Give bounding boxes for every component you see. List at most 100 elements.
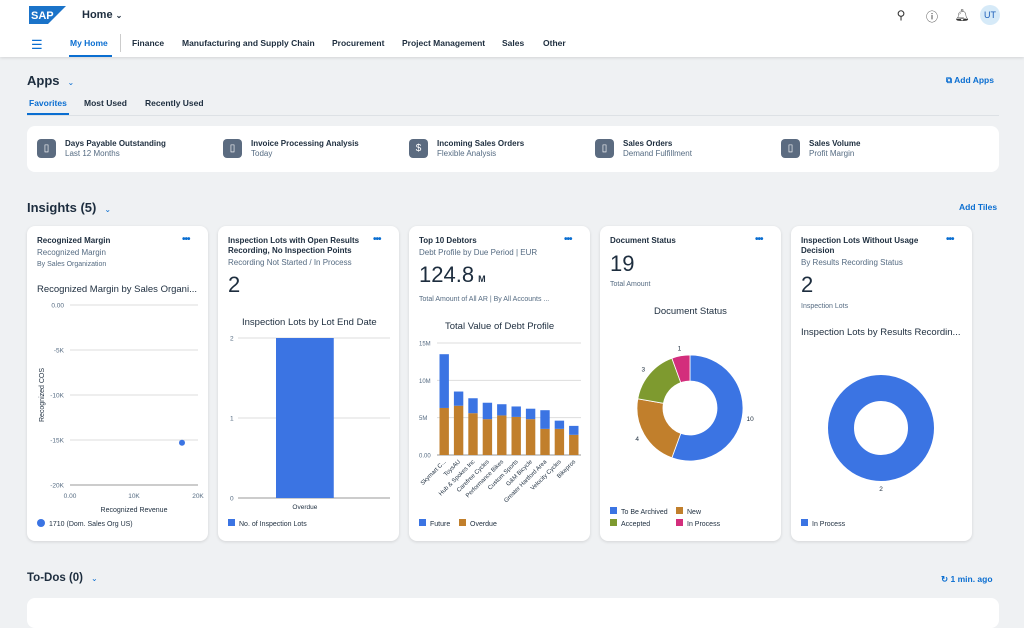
x-axis-label: Recognized Revenue: [101, 507, 168, 514]
card-document-status[interactable]: 10 4 3 1 To Be Archived New Accepted In Process…: [600, 226, 781, 541]
card-title: Inspection Lots Without Usage Decision: [801, 236, 919, 255]
y-tick-label: 0: [230, 496, 234, 503]
bar-future: [468, 398, 478, 414]
tab-active-indicator: [27, 113, 69, 115]
insights-section-title[interactable]: Insights (5) ⌄: [27, 200, 112, 215]
card-inspection-lots-without-usage-decision[interactable]: 2 In Process Inspection Lots Without Usag…: [791, 226, 972, 541]
chevron-down-icon: ⌄: [115, 11, 123, 20]
nav-other[interactable]: Other: [543, 38, 566, 48]
nav-procurement[interactable]: Procurement: [332, 38, 385, 48]
y-tick-label: -10K: [50, 393, 64, 400]
donut-chart: 2 In Process: [801, 375, 934, 528]
nav-manufacturing[interactable]: Manufacturing and Supply Chain: [182, 38, 315, 48]
legend-swatch: [676, 507, 683, 514]
nav-my-home[interactable]: My Home: [70, 38, 108, 48]
card-title: Inspection Lots with Open Results Record…: [228, 236, 360, 255]
avatar[interactable]: UT: [980, 5, 1000, 25]
card-inspection-lots-open[interactable]: 0 1 2 Overdue No. of Inspection Lots Inspect…: [218, 226, 399, 541]
scatter-point: [179, 439, 185, 446]
card-recognized-margin[interactable]: 0.00 -5K -10K -15K -20K 0.00 10K 20K Recognized …: [27, 226, 208, 541]
bar-future: [511, 406, 521, 417]
search-icon[interactable]: ⚲: [896, 8, 906, 22]
tab-favorites[interactable]: Favorites: [29, 98, 67, 108]
hamburger-menu-icon[interactable]: ☰: [31, 37, 43, 52]
y-tick-label: 10M: [419, 379, 431, 385]
bar-future: [540, 410, 550, 429]
nav-sales[interactable]: Sales: [502, 38, 525, 48]
bar-future: [482, 402, 493, 420]
legend-label: Accepted: [621, 521, 650, 528]
bar-future: [497, 404, 507, 416]
more-options-icon[interactable]: •••: [564, 234, 572, 245]
bar-chart: 0 1 2 Overdue No. of Inspection Lots: [228, 336, 390, 528]
bar-overdue: [453, 405, 464, 455]
data-label: 3: [641, 366, 645, 373]
home-label: Home: [82, 9, 113, 21]
nav-project-management[interactable]: Project Management: [402, 38, 486, 48]
legend-label: In Process: [812, 521, 846, 528]
sap-logo[interactable]: SAP: [29, 6, 66, 24]
bar-overdue: [525, 419, 536, 455]
bar-overdue: [482, 419, 493, 455]
donut-slice: [636, 398, 682, 459]
legend-swatch: [610, 507, 617, 514]
shell-header: SAP Home ⌄ ⚲ ⓘ 🔔︎ UT ☰ My Home Finance M…: [0, 0, 1024, 57]
y-tick-label: 1: [230, 416, 234, 423]
kpi-label: Total Amount of All AR | By All Accounts…: [419, 296, 550, 303]
bar-future: [554, 420, 565, 429]
refresh-icon: ↻: [941, 574, 949, 584]
card-title: Document Status: [610, 236, 676, 245]
todos-section-title[interactable]: To-Dos (0) ⌄: [27, 572, 98, 584]
kpi-value: 2: [801, 272, 814, 297]
more-options-icon[interactable]: •••: [373, 234, 381, 245]
add-apps-button[interactable]: ⧉ Add Apps: [946, 75, 994, 85]
todos-panel: [27, 598, 999, 628]
home-menu[interactable]: Home ⌄: [82, 9, 122, 21]
tab-recently-used[interactable]: Recently Used: [145, 98, 204, 108]
data-label: 2: [879, 486, 883, 493]
more-options-icon[interactable]: •••: [946, 234, 954, 245]
refresh-button[interactable]: ↻ 1 min. ago: [941, 574, 993, 584]
kpi-value: 19: [610, 251, 635, 276]
bar-overdue: [554, 428, 565, 455]
legend-label: 1710 (Dom. Sales Org US): [49, 521, 133, 528]
card-subtitle: Recording Not Started / In Process: [228, 258, 352, 267]
bar-overdue: [439, 407, 449, 455]
kpi-unit: M: [478, 274, 486, 284]
card-top-10-debtors[interactable]: 0.00 5M 10M 15M Skymart C... ToysAU Hub & Spok…: [409, 226, 590, 541]
more-options-icon[interactable]: •••: [182, 234, 190, 245]
legend-label: New: [687, 509, 702, 516]
data-label: 4: [635, 436, 639, 443]
legend-swatch: [459, 519, 466, 526]
legend-label: To Be Archived: [621, 509, 668, 516]
sales-document-icon: $: [409, 139, 428, 158]
chart-title: Inspection Lots by Results Recordin...: [801, 327, 961, 338]
bar-overdue: [540, 428, 550, 455]
bar-overdue: [468, 413, 478, 455]
y-tick-label: 0.00: [51, 303, 64, 310]
tab-most-used[interactable]: Most Used: [84, 98, 127, 108]
kpi-label: Total Amount: [610, 281, 651, 288]
more-options-icon[interactable]: •••: [755, 234, 763, 245]
nav-finance[interactable]: Finance: [132, 38, 165, 48]
data-label: 1: [678, 345, 682, 352]
bar-overdue: [497, 415, 507, 455]
bar-overdue: [511, 416, 521, 455]
nav-active-indicator: [69, 55, 112, 57]
y-tick-label: 2: [230, 336, 234, 343]
card-subtitle: Recognized Margin: [37, 248, 106, 257]
favorite-apps-panel: ▯ Days Payable Outstanding Last 12 Months …: [27, 126, 999, 172]
legend-swatch: [228, 519, 235, 526]
apps-section-title[interactable]: Apps ⌄: [27, 73, 75, 88]
add-tiles-button[interactable]: Add Tiles: [959, 202, 998, 212]
help-icon[interactable]: ⓘ: [925, 10, 938, 24]
bar-future: [439, 354, 449, 408]
legend-label: In Process: [687, 521, 721, 528]
donut-chart: 10 4 3 1 To Be Archived New Accepted In Process: [610, 345, 754, 528]
donut-slice: [671, 354, 691, 384]
document-icon: ▯: [595, 139, 614, 158]
y-tick-label: 5M: [419, 416, 427, 422]
bell-icon[interactable]: 🔔︎: [954, 8, 970, 22]
y-axis-label: Recognized COS: [39, 368, 46, 422]
